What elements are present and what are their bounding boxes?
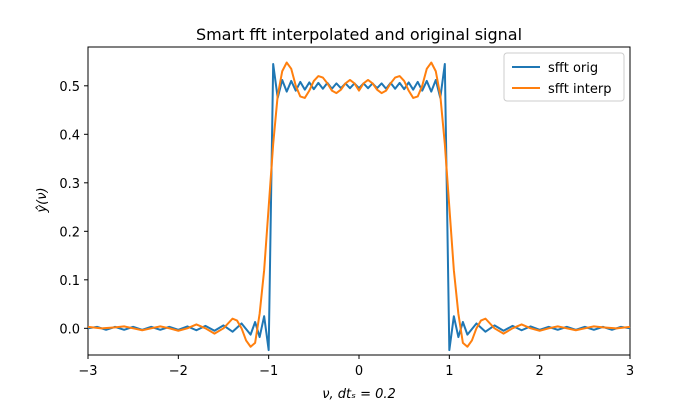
y-tick-label: 0.0 (59, 322, 80, 337)
legend: sfft orig sfft interp (503, 52, 625, 102)
x-tick-label: 1 (445, 364, 453, 379)
y-tick-label: 0.3 (59, 177, 80, 192)
legend-label-sfft-interp: sfft interp (548, 82, 612, 97)
x-tick-label: −2 (169, 364, 188, 379)
x-tick-label: 2 (536, 364, 544, 379)
y-tick-label: 0.2 (59, 225, 80, 240)
y-tick-label: 0.1 (59, 274, 80, 289)
series-line-sfft-orig (87, 62, 631, 352)
chart-title: Smart fft interpolated and original sign… (196, 25, 522, 44)
y-axis-label: ŷ(ν) (35, 187, 50, 213)
y-axis: 0.0 0.1 0.2 0.3 0.4 0.5 (59, 80, 88, 337)
legend-label-sfft-orig: sfft orig (548, 61, 598, 76)
x-tick-label: 0 (355, 364, 363, 379)
x-tick-label: −1 (259, 364, 278, 379)
x-axis-label: ν, dtₛ = 0.2 (322, 387, 396, 400)
x-tick-label: −3 (78, 364, 97, 379)
series-layer (87, 61, 631, 352)
y-tick-label: 0.5 (59, 80, 80, 95)
y-tick-label: 0.4 (59, 128, 80, 143)
series-line-sfft-interp (87, 61, 631, 348)
x-axis: −3 −2 −1 0 1 2 3 (78, 355, 634, 379)
x-tick-label: 3 (626, 364, 634, 379)
